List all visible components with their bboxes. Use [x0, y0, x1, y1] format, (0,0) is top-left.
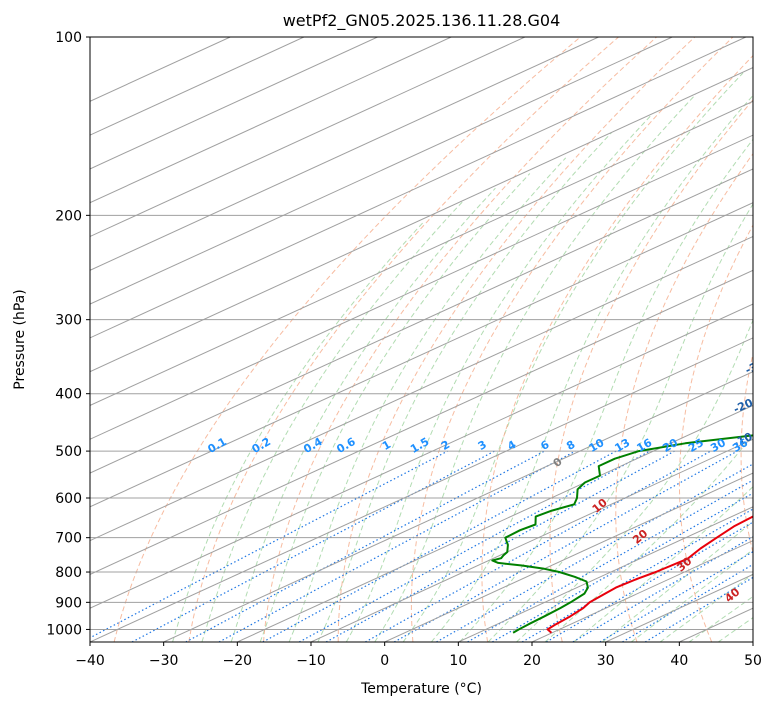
isotherm	[90, 168, 753, 474]
y-tick-label: 1000	[46, 622, 82, 638]
chart-title: wetPf2_GN05.2025.136.11.28.G04	[283, 11, 561, 31]
isotherm	[90, 202, 753, 508]
y-tick-label: 200	[55, 208, 82, 224]
temperature-line	[546, 515, 753, 634]
x-tick-label: 50	[744, 653, 762, 669]
y-tick-label: 700	[55, 531, 82, 547]
x-tick-label: −10	[296, 653, 326, 669]
y-tick-label: 500	[55, 444, 82, 460]
x-axis-label: Temperature (°C)	[360, 681, 482, 697]
y-tick-label: 600	[55, 491, 82, 507]
moist-adiabat	[487, 203, 753, 642]
x-axis-ticks: −40 −30 −20 −10 0 10 20 30 40 50	[75, 642, 762, 669]
moist-adiabat	[259, 173, 531, 642]
mixing-ratio-line	[90, 450, 448, 639]
mixing-ratio-line	[325, 450, 675, 642]
isotherms	[90, 37, 753, 642]
mixing-ratio-line	[298, 450, 650, 642]
y-axis-ticks: 100 200 300 400 500 600 700 800 900 1000	[46, 30, 90, 638]
dry-adiabat	[337, 37, 696, 642]
isotherm	[237, 404, 753, 642]
moist-adiabat	[602, 520, 753, 642]
y-tick-label: 300	[55, 313, 82, 329]
x-tick-label: 30	[597, 653, 615, 669]
moist-adiabat	[688, 595, 753, 642]
isotherm	[90, 37, 747, 339]
y-tick-label: 900	[55, 595, 82, 611]
mixing-ratio-line	[218, 450, 576, 642]
isotherm	[90, 37, 378, 170]
isotherm	[384, 472, 753, 642]
isotherm	[163, 371, 753, 642]
moist-adiabat	[374, 94, 697, 642]
dry-adiabats	[113, 37, 753, 642]
isotherm	[90, 269, 753, 575]
isotherm	[458, 506, 753, 642]
dewpoint-line	[491, 434, 753, 634]
isotherm-label: -30	[743, 357, 767, 377]
isotherm	[90, 37, 526, 238]
isotherm	[90, 303, 753, 609]
sounding-profiles	[491, 434, 753, 634]
dry-adiabat	[549, 99, 753, 642]
moist-adiabat	[230, 187, 496, 642]
x-tick-label: −40	[75, 653, 105, 669]
isotherm-label: -20	[731, 396, 755, 416]
isotherm	[90, 337, 753, 642]
isotherm	[90, 37, 673, 305]
isotherm	[531, 540, 753, 642]
isotherm	[90, 37, 452, 204]
dry-adiabat	[481, 54, 753, 642]
mixing-ratio-line	[436, 463, 753, 642]
y-tick-label: 800	[55, 565, 82, 581]
isotherm	[90, 100, 753, 407]
x-tick-label: 0	[380, 653, 389, 669]
mixing-ratio-line	[521, 508, 753, 642]
moist-adiabat	[544, 433, 753, 642]
dry-adiabat	[410, 37, 734, 642]
y-tick-label: 100	[55, 30, 82, 46]
y-axis-label: Pressure (hPa)	[12, 289, 28, 389]
mixing-ratio-line	[262, 450, 617, 642]
isotherm	[90, 37, 599, 271]
y-tick-label: 400	[55, 387, 82, 403]
x-tick-label: 40	[670, 653, 688, 669]
dry-adiabat	[740, 351, 753, 555]
dry-adiabat	[678, 224, 753, 642]
moist-adiabat	[201, 201, 463, 642]
isotherm	[310, 438, 753, 642]
x-tick-label: −20	[223, 653, 253, 669]
plot-frame	[89, 36, 754, 643]
x-tick-label: −30	[149, 653, 179, 669]
isotherm	[90, 235, 753, 542]
moist-adiabat	[431, 94, 753, 642]
plot-area: -100-90-80-70-60-50-40-30-20-100.10.20.4…	[90, 37, 767, 642]
dry-adiabat	[188, 37, 619, 642]
dry-adiabat	[113, 37, 581, 642]
isotherm	[90, 134, 753, 440]
x-tick-label: 20	[523, 653, 541, 669]
moist-adiabat	[459, 138, 753, 642]
x-tick-label: 10	[449, 653, 467, 669]
dry-adiabat	[263, 37, 657, 642]
moist-adiabat	[402, 72, 744, 642]
isotherm	[90, 66, 753, 373]
